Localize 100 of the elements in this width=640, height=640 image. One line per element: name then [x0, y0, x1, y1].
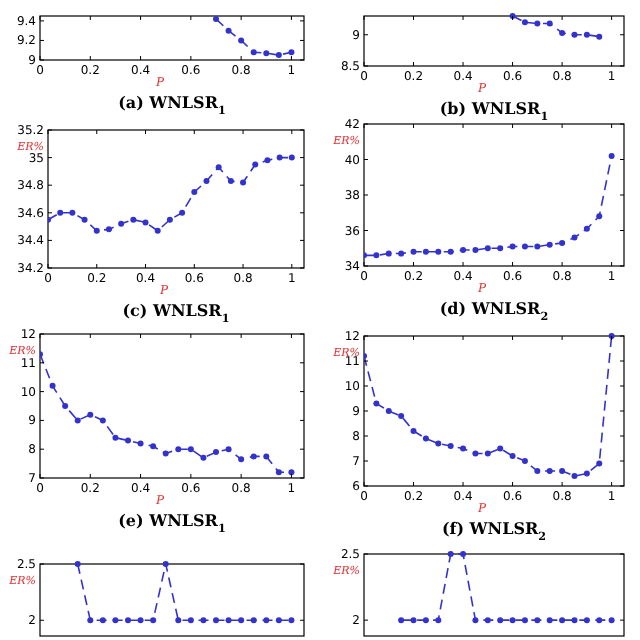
point [460, 445, 467, 452]
point [583, 31, 590, 38]
point [74, 417, 81, 424]
point [252, 161, 259, 168]
point [497, 445, 504, 452]
point [288, 49, 295, 56]
point [137, 440, 144, 447]
point [460, 247, 467, 254]
point [187, 446, 194, 453]
point [81, 216, 88, 223]
point [250, 453, 257, 460]
point [435, 440, 442, 447]
point [213, 15, 219, 22]
point [583, 225, 590, 232]
point [62, 403, 69, 409]
point [546, 20, 553, 27]
point [112, 434, 119, 441]
point [130, 216, 137, 223]
point [559, 468, 566, 474]
point [93, 227, 100, 234]
point [447, 248, 454, 255]
point [275, 52, 282, 59]
point [435, 248, 442, 255]
point [203, 178, 210, 185]
point [99, 417, 106, 424]
point [213, 449, 219, 456]
point [509, 243, 516, 250]
point [509, 453, 516, 459]
point [179, 209, 186, 216]
point [225, 446, 232, 453]
point [227, 178, 234, 185]
point [484, 450, 491, 457]
point [583, 470, 590, 477]
point [263, 453, 270, 460]
point [472, 247, 479, 254]
point [200, 454, 207, 461]
point [571, 31, 578, 38]
point [422, 248, 429, 255]
point [215, 164, 222, 171]
line-series [213, 15, 295, 59]
point [596, 33, 603, 40]
point [105, 226, 112, 233]
point [125, 437, 131, 444]
point [596, 213, 603, 220]
point [57, 209, 64, 216]
point [521, 243, 528, 250]
point [250, 49, 257, 56]
text: (d) WNLSR$_{2}$ [439, 298, 549, 324]
point [447, 443, 454, 449]
point [521, 19, 528, 26]
point [484, 245, 491, 252]
point [398, 413, 405, 419]
point [288, 154, 295, 161]
point [191, 189, 198, 196]
point [385, 250, 392, 257]
point [49, 382, 56, 389]
point [175, 446, 182, 453]
point [596, 460, 603, 467]
point [534, 20, 541, 27]
line-series [364, 333, 615, 479]
text: (b) WNLSR$_{1}$ [439, 98, 549, 124]
point [571, 473, 578, 479]
point [546, 468, 553, 474]
point [240, 179, 247, 186]
point [422, 435, 429, 442]
point [264, 157, 271, 164]
point [571, 234, 578, 241]
point [373, 252, 380, 259]
point [398, 250, 405, 257]
point [410, 428, 417, 434]
point [87, 411, 94, 418]
point [225, 27, 232, 34]
point [142, 219, 149, 226]
point [521, 458, 528, 464]
text: (a) WNLSR$_{1}$ [118, 92, 226, 118]
point [263, 50, 270, 57]
point [154, 227, 161, 234]
point [546, 241, 553, 248]
point [472, 450, 479, 457]
point [608, 152, 615, 159]
point [385, 408, 392, 414]
point [410, 248, 417, 255]
point [238, 456, 245, 463]
point [497, 245, 504, 252]
point [238, 37, 245, 44]
point [162, 450, 169, 457]
point [534, 468, 541, 474]
point [534, 243, 541, 250]
point [69, 209, 76, 216]
text: (c) WNLSR$_{1}$ [122, 300, 230, 326]
point [559, 29, 566, 36]
point [150, 443, 157, 450]
text: (e) WNLSR$_{1}$ [118, 510, 226, 536]
point [559, 239, 566, 246]
point [276, 154, 283, 161]
point [118, 220, 125, 227]
point [275, 469, 282, 476]
point [373, 400, 380, 407]
point [166, 216, 173, 223]
text: (f) WNLSR$_{2}$ [441, 518, 547, 544]
